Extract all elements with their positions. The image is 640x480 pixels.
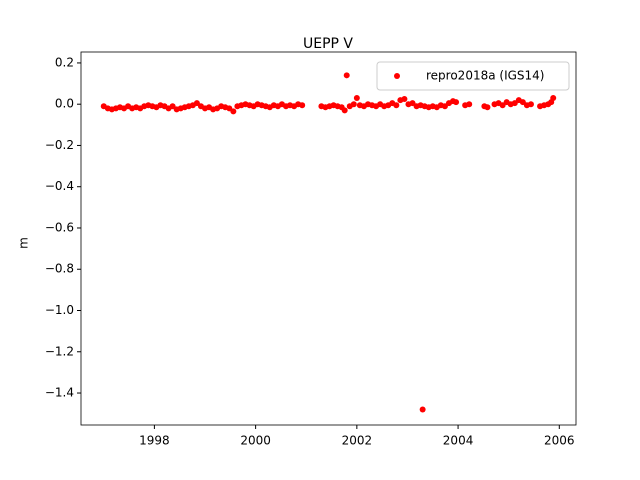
point [169,103,176,110]
legend-marker [394,73,400,79]
point [484,104,491,111]
point [401,96,408,103]
point [419,406,426,413]
y-tick-label: −0.2 [45,138,74,152]
point [499,102,506,109]
point [193,100,200,107]
point [511,100,518,107]
legend-box [376,61,570,91]
point [353,95,360,102]
y-tick-label: 0.0 [55,97,74,111]
y-tick-label: −0.6 [45,220,74,234]
y-tick-label: −0.4 [45,179,74,193]
point [350,101,357,108]
y-tick-label: −1.2 [45,344,74,358]
plot-frame [80,51,577,426]
point [230,108,237,115]
y-tick-label: −1.0 [45,303,74,317]
y-tick-label: −0.8 [45,262,74,276]
x-tick-label: 2004 [443,434,474,448]
point [409,100,416,107]
point [527,101,534,108]
y-tick-label: −1.4 [45,386,74,400]
chart-title: UEPP V [303,36,353,52]
x-tick-label: 2002 [342,434,373,448]
point [519,99,526,106]
y-axis-label: m [17,237,31,249]
y-tick-label: 0.2 [55,55,74,69]
point [226,105,233,112]
point [343,72,350,79]
x-tick-label: 1998 [139,434,170,448]
legend-label: repro2018a (IGS14) [426,69,544,83]
point [341,107,348,114]
point [466,101,473,108]
x-tick-label: 2000 [240,434,271,448]
point [299,102,306,109]
point [453,99,460,106]
point [550,95,557,102]
x-tick-label: 2006 [544,434,575,448]
point [441,103,448,110]
point [393,102,400,109]
